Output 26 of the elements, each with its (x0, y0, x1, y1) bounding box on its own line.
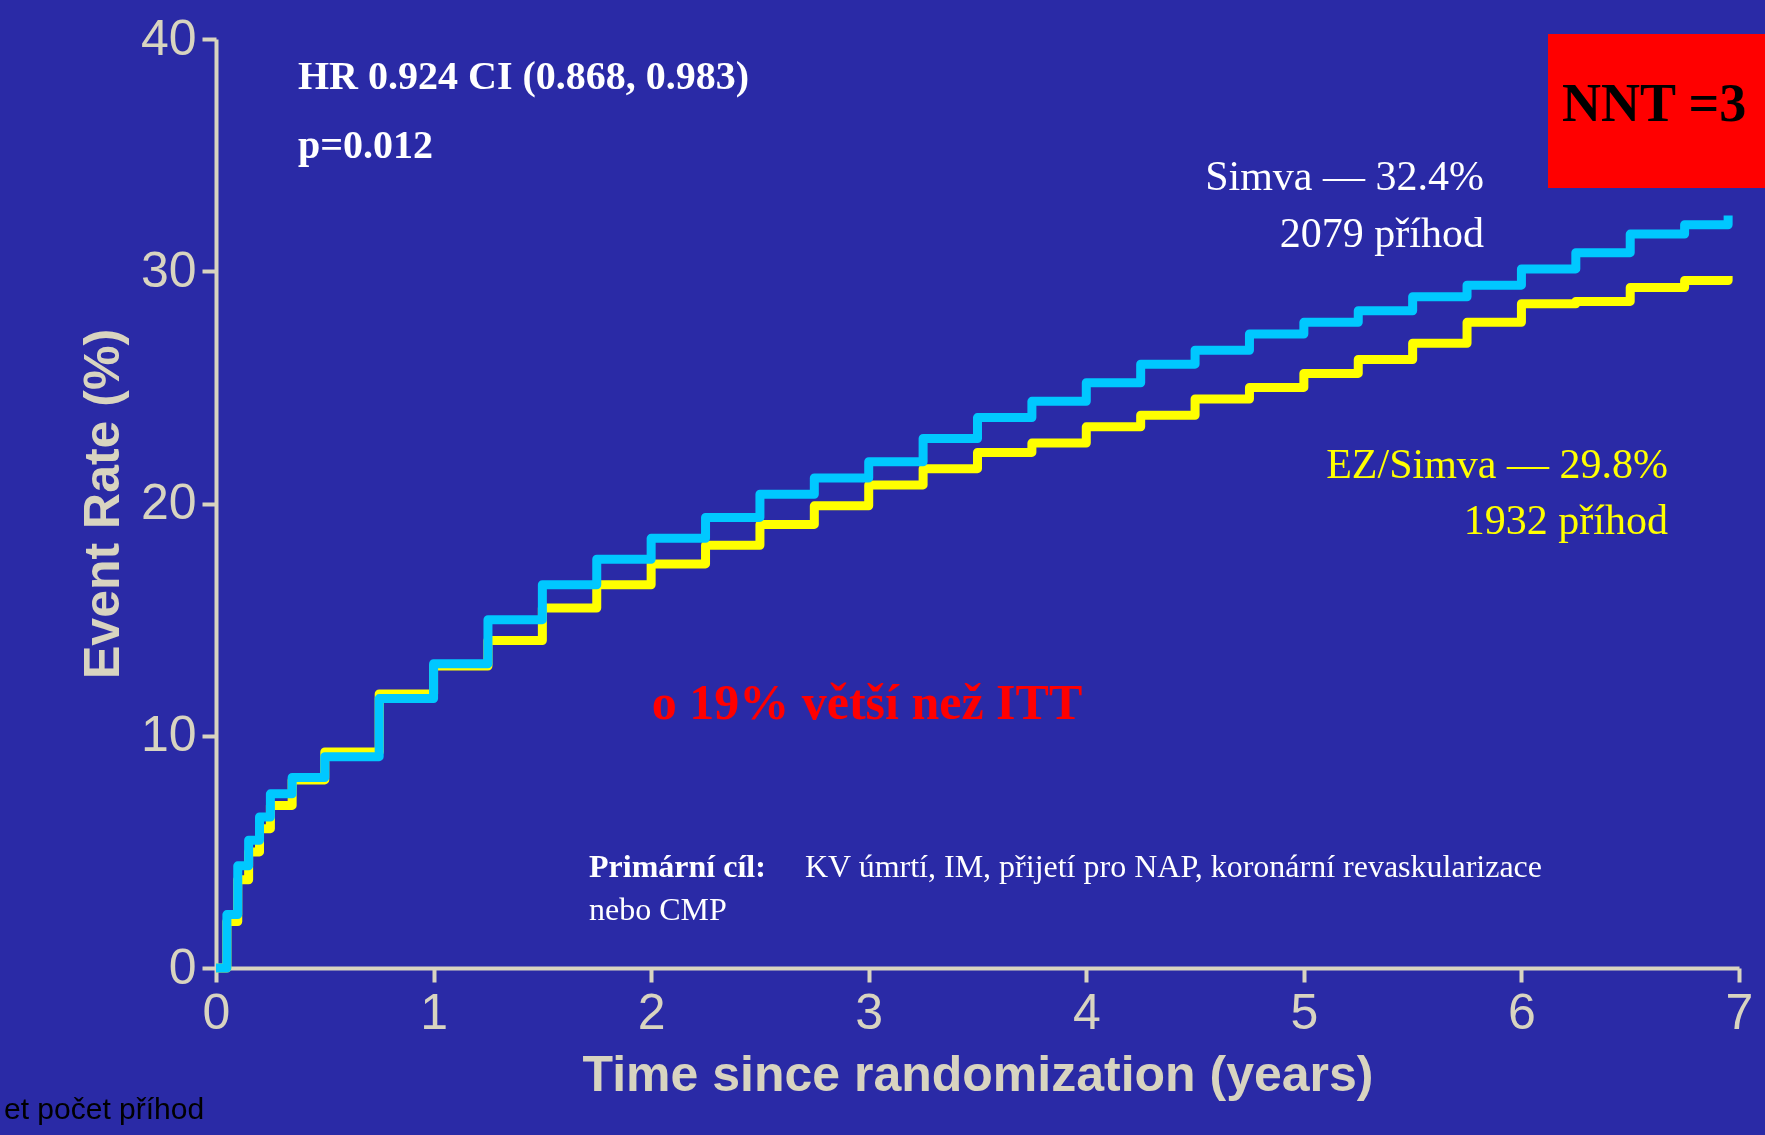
x-tick-label: 5 (1290, 983, 1319, 1040)
annotation: HR 0.924 CI (0.868, 0.983) (298, 53, 750, 98)
annotation: 2079 příhod (1279, 210, 1484, 256)
series-label: Simva — 32.4% (1205, 153, 1484, 199)
x-tick-label: 7 (1725, 983, 1754, 1040)
x-axis-title: Time since randomization (years) (582, 1045, 1374, 1102)
text: et počet příhod (4, 1092, 205, 1125)
y-tick-label: 40 (140, 9, 197, 66)
x-tick-label: 6 (1508, 983, 1536, 1040)
annotation: 1932 příhod (1463, 497, 1668, 543)
y-tick-label: 20 (140, 474, 197, 530)
x-tick-label: 2 (637, 983, 666, 1040)
annotation: o 19% větší než ITT (651, 674, 1083, 730)
y-tick-label: 0 (168, 938, 197, 995)
annotation: KV úmrtí, IM, přijetí pro NAP, koronární revaskularizace (805, 848, 1542, 884)
annotation: Primární cíl: (589, 848, 766, 884)
x-tick-label: 1 (420, 983, 448, 1040)
annotation: nebo CMP (589, 891, 727, 927)
annotation: p=0.012 (298, 122, 434, 167)
series-label: EZ/Simva — 29.8% (1326, 441, 1668, 487)
x-tick-label: 3 (855, 983, 884, 1040)
y-axis-title: Event Rate (%) (73, 328, 130, 680)
y-tick-label: 30 (140, 241, 197, 298)
y-tick-label: 10 (140, 706, 197, 763)
annotation: NNT =3 (1562, 73, 1747, 133)
x-tick-label: 4 (1072, 983, 1101, 1040)
